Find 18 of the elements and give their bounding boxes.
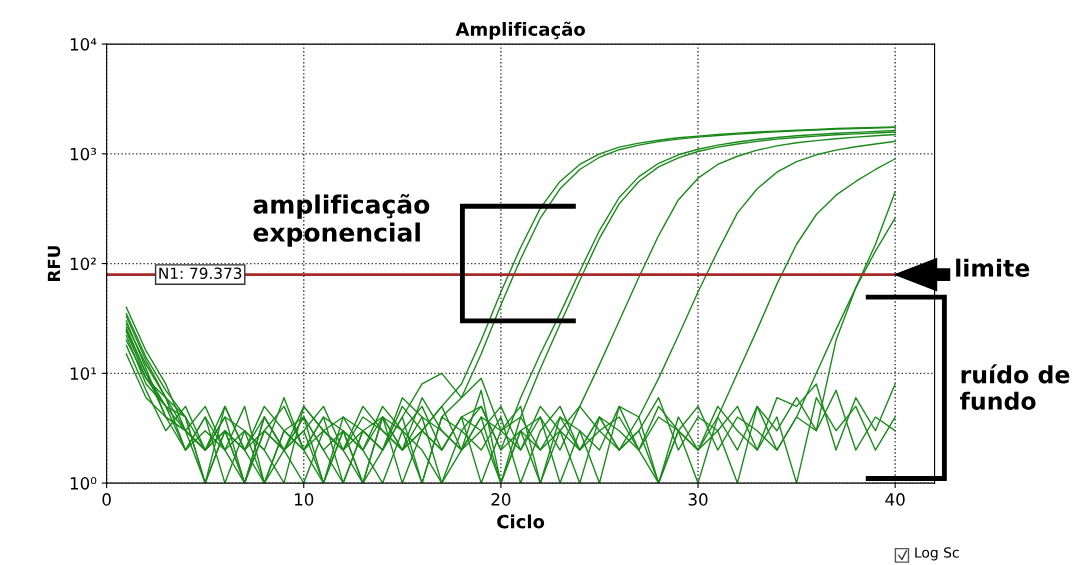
y-tick-label: 10² bbox=[70, 257, 96, 271]
y-tick-label: 10¹ bbox=[70, 367, 96, 380]
ref-line-label: N1: 79.373 bbox=[159, 267, 242, 280]
text: Log Sc bbox=[915, 547, 959, 561]
x-tick-label: 30 bbox=[688, 493, 708, 506]
x-tick-label: 0 bbox=[102, 493, 111, 506]
y-tick-label: 10⁴ bbox=[70, 38, 97, 51]
x-tick-label: 20 bbox=[491, 493, 511, 506]
chart-title: Amplificação bbox=[455, 21, 585, 40]
annotation: amplificação exponencial bbox=[253, 194, 430, 247]
x-tick-label: 10 bbox=[294, 493, 314, 506]
y-tick-label: 10⁰ bbox=[70, 477, 97, 490]
y-axis-title: RFU bbox=[47, 246, 61, 281]
annotation: limite bbox=[956, 258, 1030, 277]
x-axis-title: Ciclo bbox=[497, 514, 545, 529]
y-tick-label: 10³ bbox=[70, 147, 97, 161]
x-tick-label: 40 bbox=[885, 493, 905, 506]
text: ruído de fundo bbox=[960, 364, 1070, 410]
